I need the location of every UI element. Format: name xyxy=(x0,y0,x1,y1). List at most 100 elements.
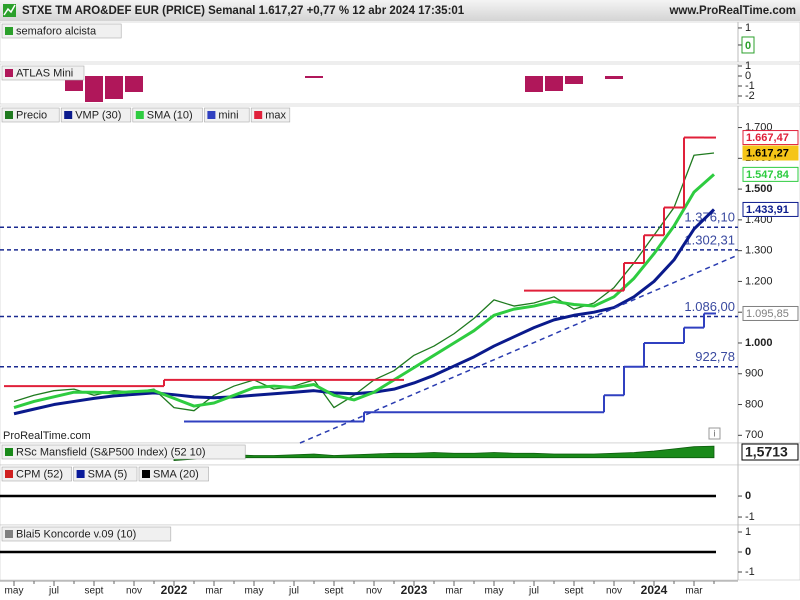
y-tick-label: 1 xyxy=(745,526,751,538)
histogram-bar xyxy=(545,76,563,91)
y-tick-label: 0 xyxy=(745,546,751,558)
info-icon: i xyxy=(714,428,716,438)
y-tick-label: -1 xyxy=(745,80,755,92)
legend-swatch xyxy=(76,470,85,478)
price-tag xyxy=(742,145,799,161)
legend-label: mini xyxy=(218,109,238,121)
histogram-bar xyxy=(305,76,323,78)
header-icon-glyph xyxy=(3,4,16,16)
x-tick-label: mar xyxy=(445,586,463,597)
legend-swatch xyxy=(5,111,13,119)
legend-swatch xyxy=(64,111,73,119)
x-tick-label: may xyxy=(5,586,24,597)
x-tick-label: mar xyxy=(205,586,223,597)
y-tick-label: 1 xyxy=(745,22,751,34)
price-tag-label: 1.617,27 xyxy=(746,147,789,159)
price-tag-label: 1.095,85 xyxy=(746,308,789,320)
y-tick-label: 800 xyxy=(745,398,763,410)
area xyxy=(173,445,715,462)
level-label: 922,78 xyxy=(695,349,735,364)
legend-item xyxy=(1,107,60,123)
y-tick-label: 1.200 xyxy=(745,275,773,287)
y-tick-label: -1 xyxy=(745,566,755,578)
y-tick-label: -1 xyxy=(745,511,755,523)
legend-item xyxy=(1,23,122,39)
indicator-line xyxy=(13,173,715,410)
legend-item xyxy=(1,466,72,482)
legend-label: SMA (10) xyxy=(147,109,193,121)
legend-label: SMA (5) xyxy=(88,468,128,480)
price-tag xyxy=(742,201,799,217)
x-tick-label: 2022 xyxy=(161,583,188,597)
legend-item xyxy=(1,65,85,81)
legend-item xyxy=(1,444,246,460)
legend-label: Blai5 Koncorde v.09 (10) xyxy=(16,528,136,540)
legend-swatch xyxy=(5,530,13,538)
y-tick-label: 1.000 xyxy=(745,337,773,349)
legend-label: RSc Mansfield (S&P500 Index) (52 10) xyxy=(16,446,206,458)
y-tick-label: 1.300 xyxy=(745,245,773,257)
legend-item xyxy=(204,107,250,123)
y-tick-label: 1 xyxy=(745,60,751,72)
value-tag-label: 0 xyxy=(745,40,751,52)
x-tick-label: 2024 xyxy=(641,583,668,597)
legend-swatch xyxy=(207,111,216,119)
histogram-bar xyxy=(565,76,583,84)
legend-item xyxy=(60,107,132,123)
histogram-bar xyxy=(525,76,543,92)
legend-label: CPM (52) xyxy=(16,468,63,480)
y-tick-label: 0 xyxy=(745,70,751,82)
x-tick-label: sept xyxy=(85,586,104,597)
legend-label: Precio xyxy=(16,109,47,121)
x-tick-label: sept xyxy=(325,586,344,597)
level-label: 1.376,10 xyxy=(684,210,735,225)
legend-item xyxy=(1,526,172,542)
value-tag xyxy=(741,36,755,54)
x-tick-label: nov xyxy=(126,586,142,597)
legend-label: VMP (30) xyxy=(75,109,121,121)
histogram-bar xyxy=(125,76,143,92)
price-tag xyxy=(742,130,799,146)
price-tag xyxy=(742,305,799,321)
legend-swatch xyxy=(135,111,144,119)
histogram-bar xyxy=(105,76,123,99)
header-bar xyxy=(0,0,800,21)
watermark: ProRealTime.com xyxy=(3,430,91,442)
x-tick-label: sept xyxy=(565,586,584,597)
level-label: 1.302,31 xyxy=(684,232,735,247)
y-tick-label: 0 xyxy=(745,490,751,502)
level-label: 1.086,00 xyxy=(684,299,735,314)
legend-swatch xyxy=(142,470,150,478)
x-tick-label: jul xyxy=(288,586,299,597)
y-tick-label: 1.500 xyxy=(745,183,773,195)
header-title: STXE TM ARO&DEF EUR (PRICE) Semanal 1.61… xyxy=(22,5,465,17)
legend-swatch xyxy=(5,470,13,478)
legend-label: SMA (20) xyxy=(153,468,199,480)
y-tick-label: 700 xyxy=(745,429,763,441)
legend-label: max xyxy=(265,109,286,121)
x-tick-label: nov xyxy=(366,586,382,597)
x-tick-label: mar xyxy=(685,586,703,597)
legend-swatch xyxy=(254,111,263,119)
x-tick-label: jul xyxy=(48,586,59,597)
x-tick-label: may xyxy=(245,586,264,597)
legend-swatch xyxy=(5,27,13,35)
x-tick-label: jul xyxy=(528,586,539,597)
x-tick-label: 2023 xyxy=(401,583,428,597)
y-tick-label: 900 xyxy=(745,368,763,380)
value-tag-label: 1,5713 xyxy=(745,444,788,460)
legend-item xyxy=(138,466,209,482)
histogram-bar xyxy=(605,76,623,79)
price-tag-label: 1.547,84 xyxy=(746,169,790,181)
info-button[interactable] xyxy=(708,427,721,440)
legend-swatch xyxy=(5,69,13,77)
histogram-bar xyxy=(85,76,103,102)
trend-line xyxy=(299,254,739,444)
legend-item xyxy=(73,466,138,482)
legend-item xyxy=(132,107,203,123)
price-tag xyxy=(742,166,799,182)
x-tick-label: nov xyxy=(606,586,622,597)
header-site: www.ProRealTime.com xyxy=(668,5,796,17)
panel xyxy=(0,21,800,63)
